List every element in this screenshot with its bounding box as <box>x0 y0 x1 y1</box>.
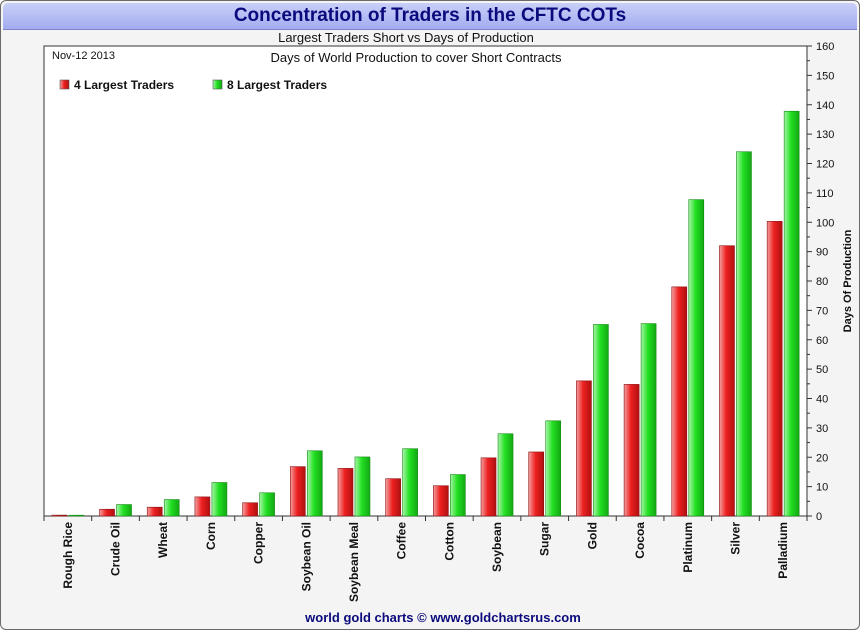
y-tick-label: 80 <box>816 276 828 288</box>
x-axis: Rough Rice Crude Oil Wheat Corn Copper Soybea… <box>43 516 808 602</box>
bar-palladium-8-largest <box>783 110 800 517</box>
x-tick-label-soybean-oil: Soybean Oil <box>299 522 313 591</box>
y-tick-label: 20 <box>816 452 828 464</box>
bar-soybean-4-largest <box>480 457 497 517</box>
y-tick-label: 160 <box>816 41 834 53</box>
x-tick-label-silver: Silver <box>728 522 742 555</box>
legend-swatch-8-largest <box>212 79 223 90</box>
footer-credit: world gold charts © www.goldchartsrus.co… <box>304 610 581 625</box>
y-tick-label: 60 <box>816 335 828 347</box>
bar-rough-rice-8-largest <box>68 514 85 517</box>
bar-coffee-4-largest <box>385 478 401 517</box>
y-tick-label: 50 <box>816 364 828 376</box>
title-bar: Concentration of Traders in the CFTC COT… <box>3 3 857 30</box>
bar-soybean-oil-4-largest <box>289 466 306 517</box>
x-tick-label-coffee: Coffee <box>395 522 409 560</box>
bar-silver-4-largest <box>719 245 735 517</box>
legend-label-4-largest: 4 Largest Traders <box>74 78 174 92</box>
bar-sugar-8-largest <box>545 420 562 517</box>
y-tick-label: 10 <box>816 482 828 494</box>
chart-subtitle: Largest Traders Short vs Days of Product… <box>278 30 534 45</box>
x-tick-label-wheat: Wheat <box>156 522 170 558</box>
x-tick-label-corn: Corn <box>204 522 218 550</box>
y-tick-label: 110 <box>816 188 834 200</box>
y-tick-label: 120 <box>816 159 834 171</box>
y-tick-label: 130 <box>816 129 834 141</box>
y-tick-label: 70 <box>816 305 828 317</box>
bar-cocoa-8-largest <box>640 323 657 517</box>
bar-cotton-8-largest <box>450 474 466 517</box>
y-tick-label: 90 <box>816 247 828 259</box>
y-tick-label: 40 <box>816 394 828 406</box>
x-tick-label-rough-rice: Rough Rice <box>61 522 75 589</box>
plot-title: Days of World Production to cover Short … <box>271 50 562 65</box>
bar-platinum-4-largest <box>671 286 688 517</box>
x-tick-label-crude-oil: Crude Oil <box>109 522 123 576</box>
y-axis-label: Days Of Production <box>842 229 854 332</box>
bar-copper-8-largest <box>259 492 275 517</box>
y-axis: 0 10 20 30 40 50 60 70 80 90 100 110 120 130 140 150 160 <box>807 41 834 523</box>
bars-group <box>51 110 800 517</box>
legend-label-8-largest: 8 Largest Traders <box>227 78 327 92</box>
x-tick-label-palladium: Palladium <box>776 522 790 579</box>
bar-soybean-meal-8-largest <box>354 456 371 517</box>
x-tick-label-sugar: Sugar <box>538 522 552 556</box>
bar-crude-oil-4-largest <box>99 508 115 517</box>
x-tick-label-gold: Gold <box>585 522 599 549</box>
bar-wheat-8-largest <box>163 499 180 517</box>
date-label: Nov-12 2013 <box>52 50 115 62</box>
bar-wheat-4-largest <box>146 506 163 517</box>
x-tick-label-soybean-meal: Soybean Meal <box>347 522 361 602</box>
bar-crude-oil-8-largest <box>116 504 132 517</box>
bar-copper-4-largest <box>242 502 258 517</box>
bar-soybean-meal-4-largest <box>337 468 354 517</box>
y-tick-label: 140 <box>816 100 834 112</box>
bar-cotton-4-largest <box>433 485 449 517</box>
chart-title: Concentration of Traders in the CFTC COT… <box>233 5 627 26</box>
bar-soybean-oil-8-largest <box>306 450 323 517</box>
bar-corn-4-largest <box>194 496 211 517</box>
x-tick-label-copper: Copper <box>252 522 266 564</box>
x-tick-label-cotton: Cotton <box>442 522 456 561</box>
bar-cocoa-4-largest <box>623 384 640 517</box>
bar-coffee-8-largest <box>402 448 418 517</box>
y-tick-label: 100 <box>816 217 834 229</box>
bar-sugar-4-largest <box>528 451 545 517</box>
legend-swatch-4-largest <box>59 79 70 90</box>
y-tick-label: 150 <box>816 70 834 82</box>
x-tick-label-cocoa: Cocoa <box>633 522 647 559</box>
y-tick-label: 30 <box>816 423 828 435</box>
y-tick-label: 0 <box>816 511 822 523</box>
x-tick-label-platinum: Platinum <box>681 522 695 573</box>
bar-silver-8-largest <box>736 151 752 517</box>
bar-soybean-8-largest <box>497 433 514 517</box>
x-tick-label-soybean: Soybean <box>490 522 504 572</box>
bar-gold-4-largest <box>576 380 592 517</box>
legend: 4 Largest Traders 8 Largest Traders <box>59 78 327 92</box>
bar-gold-8-largest <box>593 324 609 517</box>
bar-platinum-8-largest <box>688 199 705 517</box>
bar-rough-rice-4-largest <box>51 514 68 517</box>
bar-palladium-4-largest <box>766 221 783 517</box>
bar-corn-8-largest <box>211 482 228 517</box>
